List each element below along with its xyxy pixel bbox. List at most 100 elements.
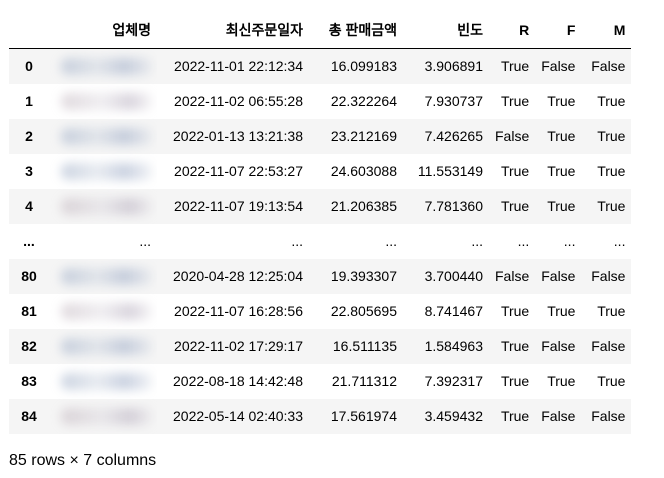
redaction-blur xyxy=(61,372,153,390)
company-name-cell-redacted xyxy=(49,259,157,294)
r-cell: True xyxy=(500,373,530,389)
frequency-cell: 7.930737 xyxy=(424,93,483,109)
total-sales-cell: 19.393307 xyxy=(330,268,397,284)
company-name-cell-redacted xyxy=(49,49,157,84)
latest-order-date-cell: 2020-04-28 12:25:04 xyxy=(173,268,303,284)
f-cell: False xyxy=(541,408,576,424)
table-row: 82 2022-11-02 17:29:17 16.511135 1.584963 Tr… xyxy=(9,328,632,364)
r-cell: False xyxy=(495,128,530,144)
row-index: 81 xyxy=(21,303,37,319)
latest-order-date-cell: 2022-01-13 13:21:38 xyxy=(173,128,303,144)
f-header: F xyxy=(535,12,582,49)
table-row: 84 2022-05-14 02:40:33 17.561974 3.459432 Tr… xyxy=(9,398,632,434)
f-cell: True xyxy=(547,93,576,109)
row-index: 82 xyxy=(21,338,37,354)
f-cell: True xyxy=(547,128,576,144)
m-cell: False xyxy=(591,268,626,284)
r-cell: True xyxy=(500,163,530,179)
redaction-blur xyxy=(61,302,153,320)
ellipsis-row: ........................ xyxy=(9,223,632,259)
frequency-cell: 7.392317 xyxy=(424,373,483,389)
dataframe-body: 0 2022-11-01 22:12:34 16.099183 3.906891 Tru… xyxy=(9,48,632,434)
f-cell: True xyxy=(547,373,576,389)
latest-order-date-cell: 2022-11-01 22:12:34 xyxy=(174,58,303,75)
redaction-blur xyxy=(61,92,153,110)
total-sales-cell: ... xyxy=(385,233,397,249)
row-index: 0 xyxy=(25,58,33,75)
redaction-blur xyxy=(61,337,153,355)
frequency-cell: 8.741467 xyxy=(424,303,483,319)
header-row: 업체명 최신주문일자 총 판매금액 빈도 R F M xyxy=(9,12,632,49)
company-name-cell-redacted xyxy=(49,329,157,364)
row-index: 2 xyxy=(25,128,33,144)
dataframe-table: 업체명 최신주문일자 총 판매금액 빈도 R F M 0 2022-11-01 2… xyxy=(9,12,632,434)
company-name-cell-redacted xyxy=(49,189,157,224)
r-cell: True xyxy=(500,198,530,214)
f-cell: ... xyxy=(563,233,576,249)
m-cell: False xyxy=(591,408,626,424)
company-name-cell-redacted xyxy=(49,294,157,329)
f-cell: False xyxy=(541,268,576,284)
total-sales-cell: 16.511135 xyxy=(332,338,397,354)
latest-order-date-cell: 2022-11-07 16:28:56 xyxy=(174,303,303,319)
table-row: 4 2022-11-07 19:13:54 21.206385 7.781360 Tru… xyxy=(9,188,632,224)
company-name-cell-redacted xyxy=(49,119,157,154)
f-cell: True xyxy=(547,198,576,214)
m-cell: ... xyxy=(613,233,626,249)
latest-order-date-cell: 2022-11-02 17:29:17 xyxy=(174,338,303,354)
r-cell: True xyxy=(500,58,530,75)
company-name-header: 업체명 xyxy=(49,12,157,49)
total-sales-cell: 17.561974 xyxy=(330,408,397,424)
latest-order-date-cell: 2022-11-07 22:53:27 xyxy=(174,163,303,179)
total-sales-cell: 21.711312 xyxy=(331,373,397,389)
row-index: 80 xyxy=(21,268,37,284)
company-name-cell-redacted xyxy=(49,364,157,399)
frequency-cell: 11.553149 xyxy=(417,163,483,179)
latest-order-date-cell: ... xyxy=(291,233,303,249)
frequency-cell: 3.906891 xyxy=(424,58,483,75)
total-sales-cell: 21.206385 xyxy=(330,198,397,214)
row-index: 83 xyxy=(21,373,37,389)
r-cell: True xyxy=(500,408,530,424)
table-row: 81 2022-11-07 16:28:56 22.805695 8.741467 Tr… xyxy=(9,293,632,329)
company-name-cell-redacted xyxy=(49,399,157,434)
latest-order-date-cell: 2022-08-18 14:42:48 xyxy=(173,373,303,389)
f-cell: False xyxy=(541,338,576,354)
row-index: 84 xyxy=(21,408,37,424)
m-header: M xyxy=(581,12,632,49)
r-cell: True xyxy=(500,338,530,354)
m-cell: True xyxy=(597,303,626,319)
f-cell: False xyxy=(541,58,576,75)
m-cell: True xyxy=(597,93,626,109)
redaction-blur xyxy=(61,127,153,145)
dataframe-container: 업체명 최신주문일자 총 판매금액 빈도 R F M 0 2022-11-01 2… xyxy=(9,12,632,434)
total-sales-cell: 16.099183 xyxy=(330,58,397,75)
row-index: 1 xyxy=(25,93,33,109)
row-index: 4 xyxy=(25,198,33,214)
f-cell: True xyxy=(547,303,576,319)
frequency-cell: 7.426265 xyxy=(424,128,483,144)
row-index: ... xyxy=(23,233,35,249)
total-sales-cell: 24.603088 xyxy=(330,163,397,179)
redaction-blur xyxy=(61,58,153,75)
table-row: 0 2022-11-01 22:12:34 16.099183 3.906891 Tru… xyxy=(9,48,632,84)
f-cell: True xyxy=(547,163,576,179)
frequency-header: 빈도 xyxy=(403,12,489,49)
table-row: 83 2022-08-18 14:42:48 21.711312 7.392317 Tr… xyxy=(9,363,632,399)
redaction-blur xyxy=(61,197,153,215)
m-cell: False xyxy=(591,338,626,354)
r-cell: True xyxy=(500,93,530,109)
m-cell: True xyxy=(597,163,626,179)
latest-order-date-cell: 2022-11-02 06:55:28 xyxy=(174,93,303,109)
latest-order-date-cell: 2022-11-07 19:13:54 xyxy=(174,198,303,214)
r-cell: True xyxy=(500,303,530,319)
frequency-cell: 1.584963 xyxy=(424,338,483,354)
redaction-blur xyxy=(61,267,153,285)
table-row: 2 2022-01-13 13:21:38 23.212169 7.426265 Fal… xyxy=(9,118,632,154)
redaction-blur xyxy=(61,162,153,180)
table-row: 1 2022-11-02 06:55:28 22.322264 7.930737 Tru… xyxy=(9,83,632,119)
m-cell: False xyxy=(591,58,626,75)
total-sales-cell: 22.805695 xyxy=(330,303,397,319)
company-name-cell-redacted xyxy=(49,84,157,119)
r-cell: False xyxy=(495,268,530,284)
